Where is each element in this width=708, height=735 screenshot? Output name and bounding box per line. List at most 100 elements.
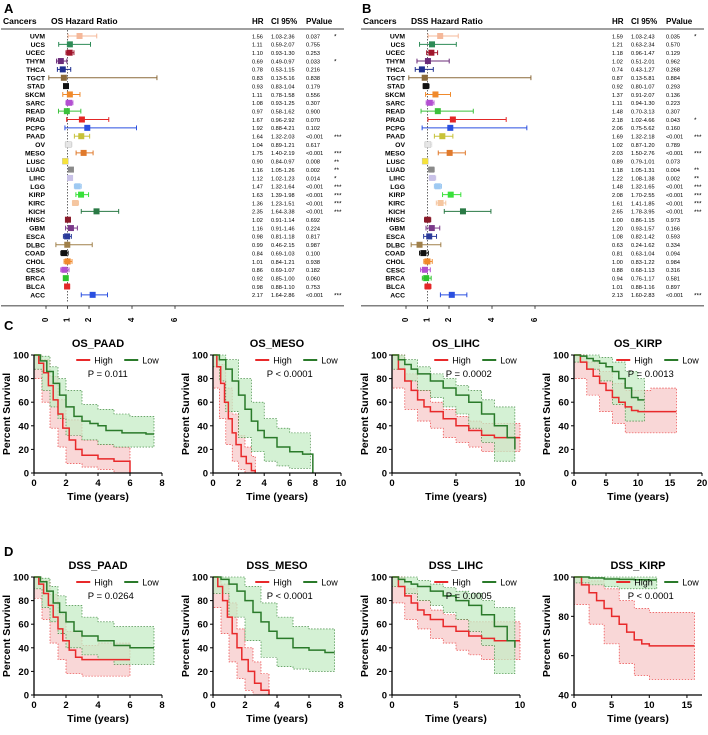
y-tick-label: 0 — [203, 469, 208, 480]
legend-label: High — [634, 578, 653, 588]
panel-letter-d: D — [4, 544, 13, 559]
km-title: OS_KIRP — [614, 338, 662, 350]
legend-label: Low — [500, 356, 517, 366]
x-tick-label: 10 — [644, 700, 655, 711]
x-axis-label: Time (years) — [607, 713, 669, 725]
pvalue: <0.001 — [306, 201, 323, 207]
hr-point — [76, 33, 83, 39]
cancer-label: LUSC — [26, 159, 45, 166]
x-tick-label: 1 — [63, 317, 72, 322]
hr-value: 0.98 — [252, 285, 263, 291]
x-tick-label: 1 — [423, 317, 432, 322]
ci-value: 0.83-1.22 — [631, 260, 655, 266]
hr-point — [434, 183, 441, 190]
pvalue: 0.962 — [666, 59, 680, 65]
cancer-label: PCPG — [386, 125, 405, 132]
x-tick-label: 10 — [515, 478, 526, 489]
x-axis-label: Time (years) — [67, 713, 129, 725]
x-tick-label: 15 — [682, 700, 693, 711]
legend-label: High — [94, 578, 113, 588]
hr-value: 0.88 — [612, 268, 623, 274]
ci-value: 1.78-3.95 — [631, 210, 655, 216]
cancer-label: PRAD — [386, 117, 405, 124]
ci-value: 0.76-1.17 — [631, 276, 655, 282]
cancer-label: ESCA — [386, 234, 405, 241]
pvalue: 0.316 — [666, 268, 680, 274]
hr-point — [64, 216, 71, 223]
hr-value: 1.47 — [252, 185, 263, 191]
hr-point — [429, 174, 436, 181]
hr-point — [418, 66, 425, 73]
legend-label: Low — [142, 578, 159, 588]
significance-marker: *** — [694, 134, 702, 141]
cancer-label: UCEC — [386, 50, 405, 57]
hr-point — [61, 266, 68, 273]
y-tick-label: 60 — [197, 620, 208, 631]
x-tick-label: 20 — [697, 478, 708, 489]
km-curve — [34, 354, 154, 435]
ci-value: 0.63-1.04 — [631, 251, 655, 257]
x-tick-label: 10 — [515, 700, 526, 711]
hr-point — [67, 166, 74, 173]
km-curve — [574, 576, 695, 647]
hr-point — [72, 200, 79, 206]
cancer-label: BLCA — [386, 284, 405, 291]
km-title: OS_MESO — [250, 338, 305, 350]
km-curve — [574, 576, 657, 581]
km-curve — [34, 354, 131, 473]
y-tick-label: 40 — [376, 421, 387, 432]
hr-point — [423, 275, 430, 282]
hr-value: 0.86 — [252, 268, 263, 274]
hr-value: 1.18 — [612, 51, 623, 57]
hr-value: 0.81 — [612, 251, 623, 257]
pvalue: 0.179 — [306, 84, 320, 90]
ci-value: 0.59-2.07 — [271, 43, 295, 49]
y-tick-label: 100 — [192, 351, 208, 362]
km-ci-band — [33, 354, 155, 448]
hr-point — [424, 283, 431, 290]
y-tick-label: 20 — [18, 445, 29, 456]
x-tick-label: 0 — [41, 317, 50, 322]
pvalue: 0.334 — [666, 243, 680, 249]
km-curve — [213, 576, 335, 654]
ci-value: 1.64-2.86 — [271, 293, 295, 299]
hr-value: 0.94 — [612, 276, 623, 282]
y-axis-label: Percent Survival — [180, 373, 192, 455]
x-tick-label: 4 — [95, 478, 101, 489]
km-curve — [34, 576, 154, 649]
significance-marker: *** — [334, 151, 342, 158]
hr-value: 1.20 — [612, 226, 623, 232]
cancer-label: CHOL — [26, 259, 45, 266]
hr-point — [447, 124, 454, 131]
y-tick-label: 0 — [24, 691, 29, 702]
km-curve — [213, 576, 270, 695]
hr-point — [64, 241, 71, 248]
hr-point — [80, 149, 87, 156]
cancer-label: PAAD — [26, 134, 45, 141]
cancer-label: KIRC — [388, 201, 405, 208]
cancer-label: LIHC — [389, 175, 405, 182]
x-axis-label: Time (years) — [425, 491, 487, 503]
hr-value: 0.92 — [612, 84, 623, 90]
header-cancers: Cancers — [3, 16, 37, 26]
x-tick-label: 0 — [31, 478, 36, 489]
hr-point — [422, 83, 429, 90]
hr-value: 0.99 — [252, 243, 263, 249]
pvalue: 0.307 — [666, 109, 680, 115]
cancer-label: KIRP — [29, 192, 46, 199]
cancer-label: BLCA — [26, 284, 45, 291]
cancer-label: BRCA — [385, 276, 405, 283]
significance-marker: *** — [694, 209, 702, 216]
x-tick-label: 2 — [242, 700, 247, 711]
hr-value: 1.16 — [252, 168, 263, 174]
ci-value: 1.39-1.98 — [271, 193, 295, 199]
pvalue: 0.002 — [666, 176, 680, 182]
hr-value: 1.22 — [612, 176, 623, 182]
km-title: OS_PAAD — [72, 338, 124, 350]
x-tick-label: 5 — [603, 478, 609, 489]
hr-value: 0.78 — [252, 68, 263, 74]
x-tick-label: 4 — [262, 478, 268, 489]
hr-value: 1.08 — [252, 101, 263, 107]
